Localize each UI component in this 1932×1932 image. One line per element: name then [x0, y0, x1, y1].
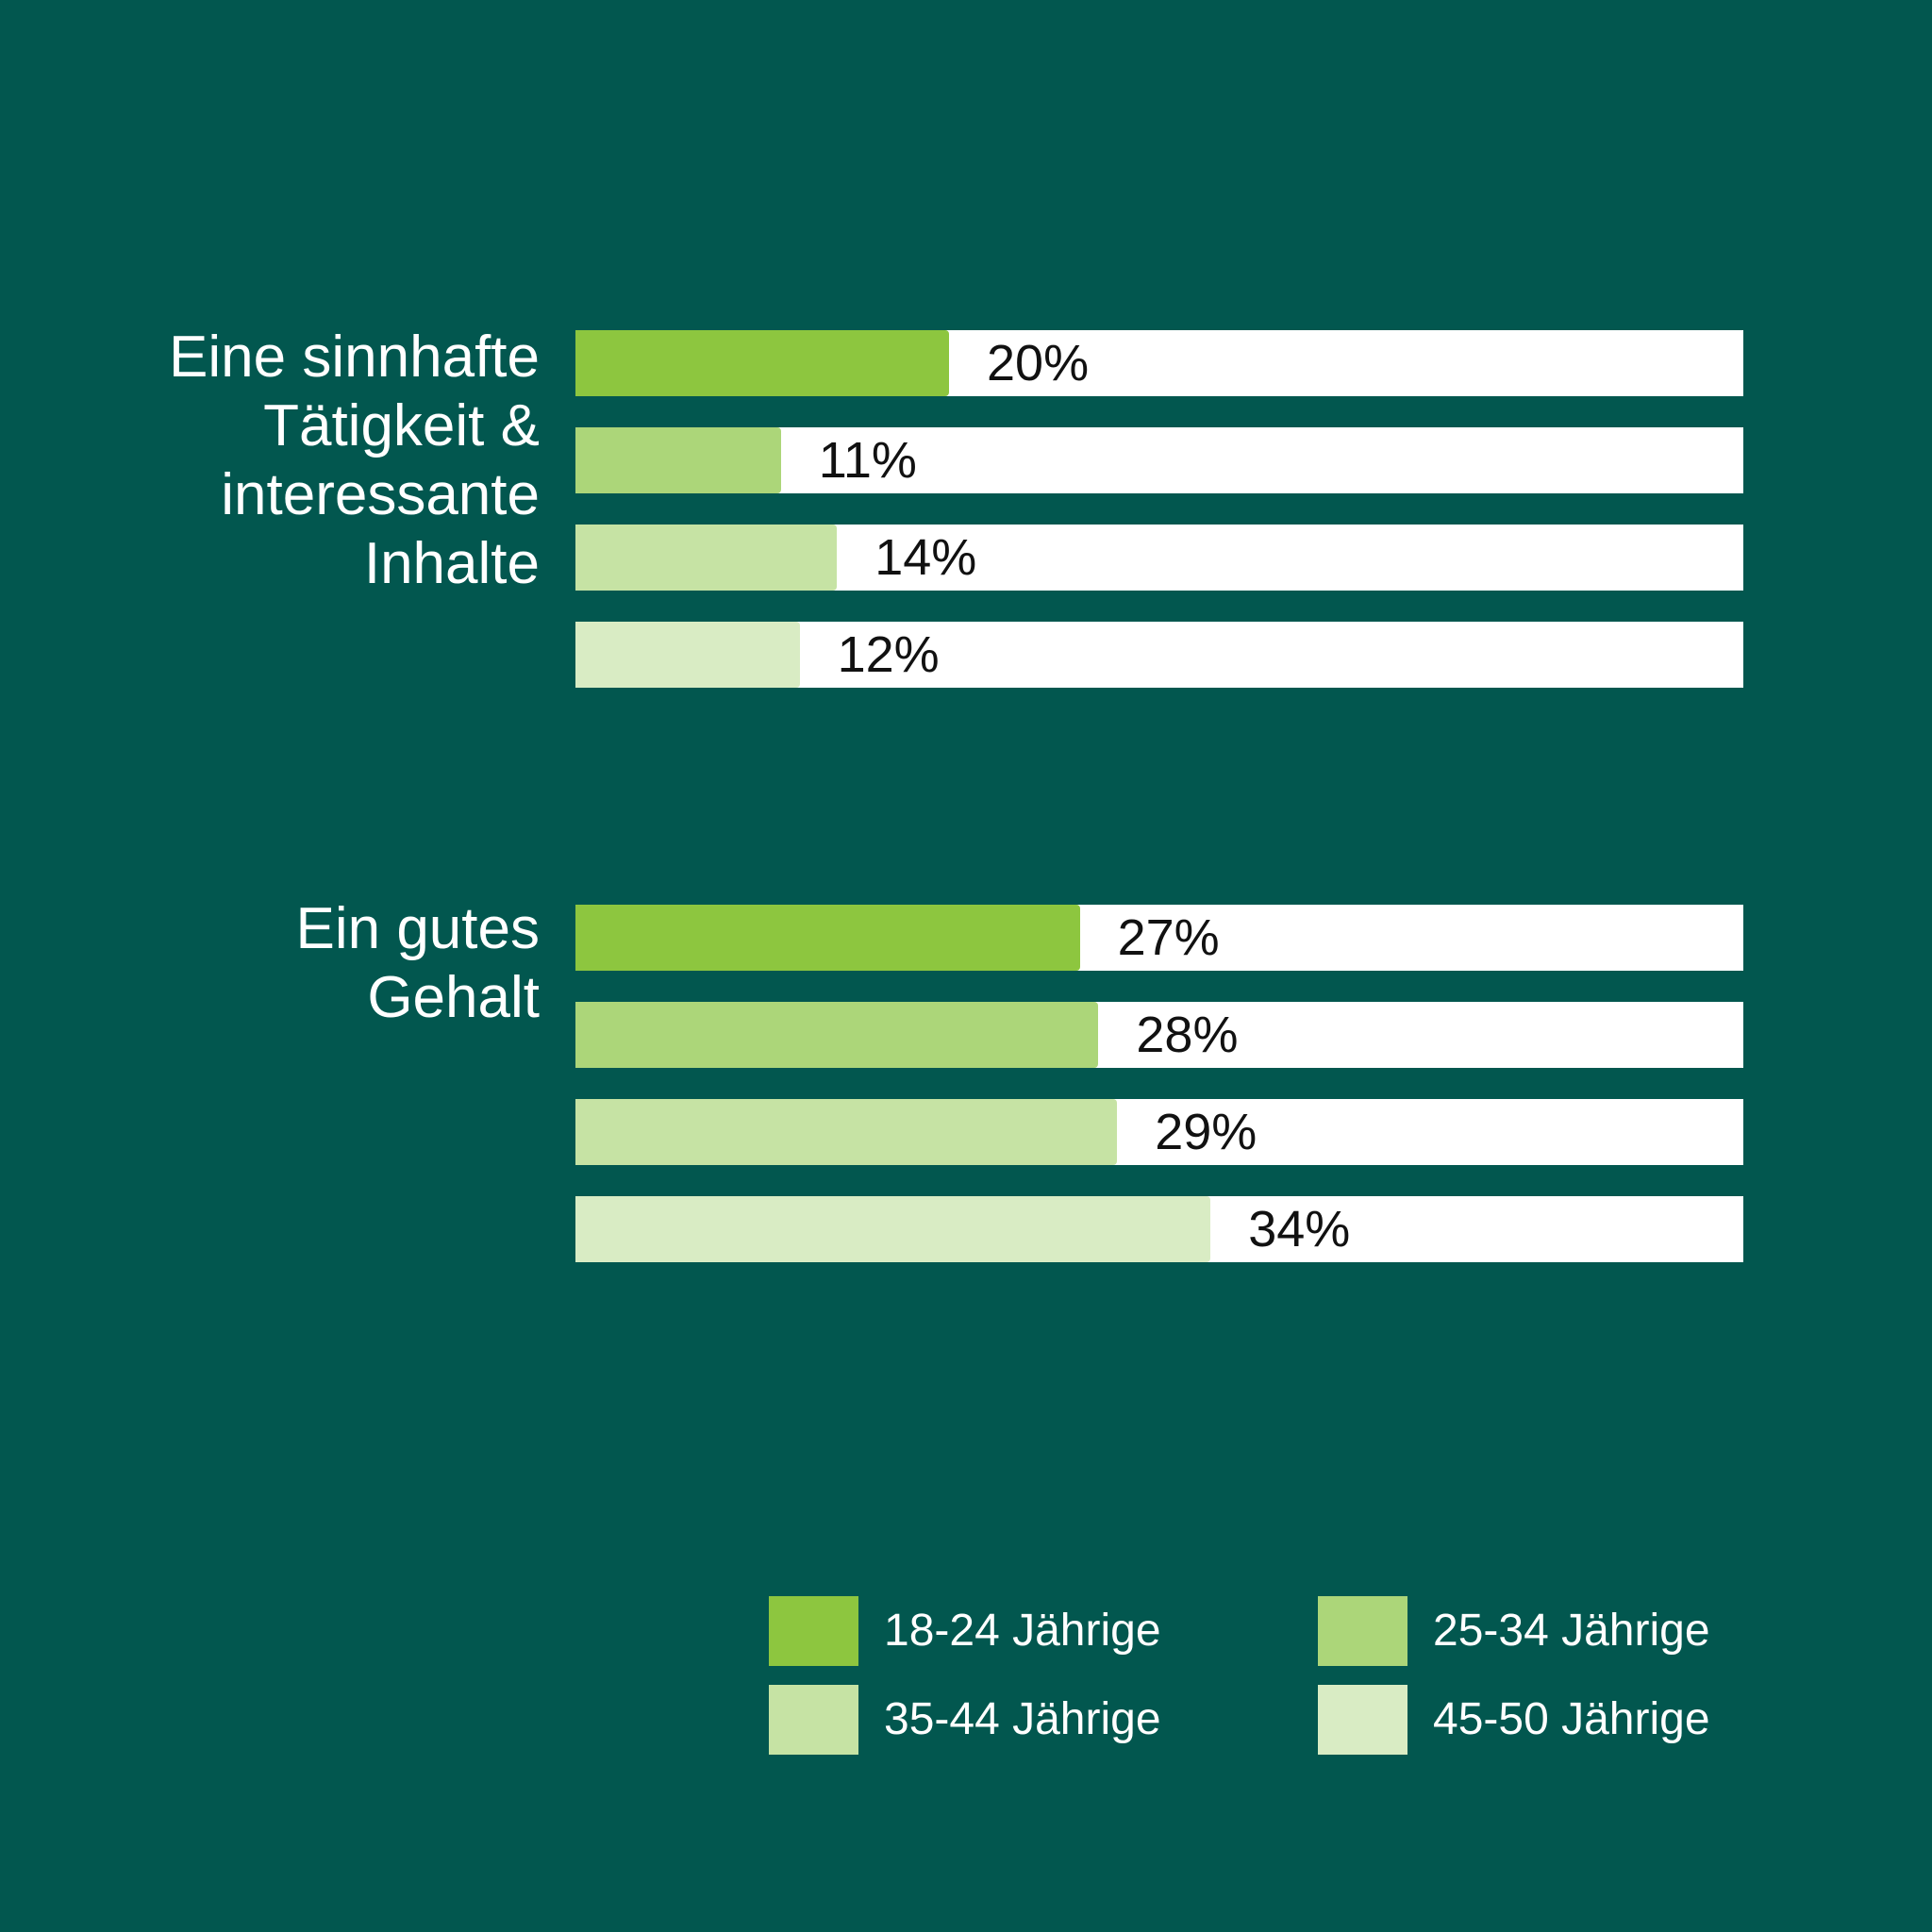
value-label-1-3: 14%	[874, 529, 977, 586]
bar-track-2-4: 34%	[575, 1196, 1743, 1262]
legend-swatch-2	[1318, 1596, 1407, 1666]
value-label-1-1: 20%	[987, 335, 1090, 391]
category-label-2: Ein gutes Gehalt	[295, 896, 540, 1030]
value-label-2-4: 34%	[1248, 1201, 1351, 1257]
bar-track-1-1: 20%	[575, 330, 1743, 396]
value-label-1-4: 12%	[837, 626, 940, 683]
bar-1-3	[575, 525, 838, 591]
bar-2-3	[575, 1099, 1118, 1165]
bar-2-2	[575, 1002, 1099, 1068]
value-label-2-1: 27%	[1117, 909, 1220, 966]
category-label-1: Eine sinnhafte Tätigkeit & interessante …	[169, 325, 540, 596]
bar-2-4	[575, 1196, 1211, 1262]
value-label-2-2: 28%	[1136, 1007, 1239, 1063]
legend-label-2: 25-34 Jährige	[1433, 1606, 1710, 1656]
bar-track-1-2: 11%	[575, 427, 1743, 493]
bar-track-2-3: 29%	[575, 1099, 1743, 1165]
bar-1-1	[575, 330, 949, 396]
bar-2-1	[575, 905, 1080, 971]
value-label-1-2: 11%	[818, 432, 917, 489]
bar-1-2	[575, 427, 781, 493]
legend-label-4: 45-50 Jährige	[1433, 1694, 1710, 1744]
legend-label-1: 18-24 Jährige	[884, 1606, 1161, 1656]
legend-swatch-1	[769, 1596, 858, 1666]
legend-swatch-3	[769, 1685, 858, 1755]
bar-track-2-1: 27%	[575, 905, 1743, 971]
bar-track-1-4: 12%	[575, 622, 1743, 688]
bar-track-2-2: 28%	[575, 1002, 1743, 1068]
value-label-2-3: 29%	[1155, 1104, 1257, 1160]
bar-1-4	[575, 622, 800, 688]
legend-label-3: 35-44 Jährige	[884, 1694, 1161, 1744]
bar-track-1-3: 14%	[575, 525, 1743, 591]
legend-swatch-4	[1318, 1685, 1407, 1755]
